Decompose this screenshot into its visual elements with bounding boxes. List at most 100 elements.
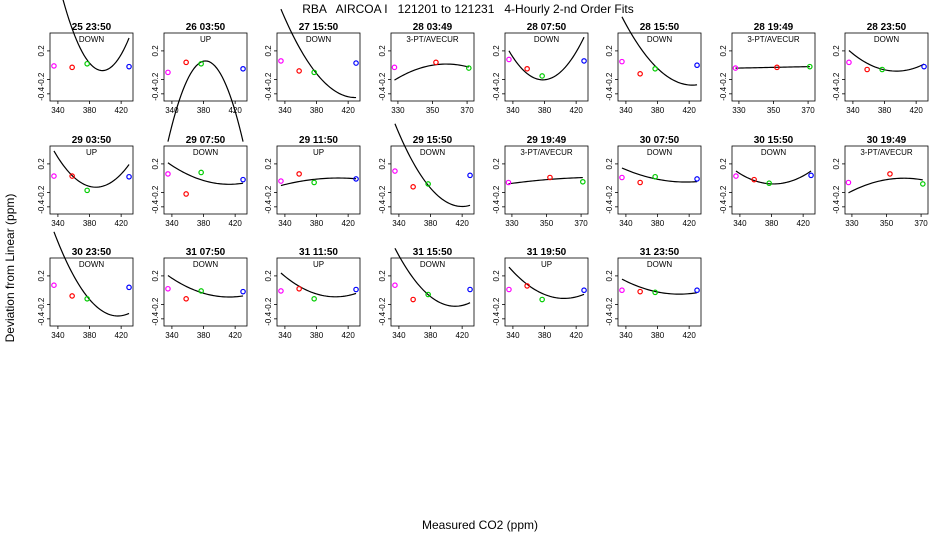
panel-subtitle: DOWN (306, 35, 332, 44)
x-tick-label: 380 (83, 106, 97, 115)
data-point (694, 176, 700, 182)
x-tick-label: 380 (538, 331, 552, 340)
fit-curve (167, 275, 244, 298)
data-point (505, 179, 512, 186)
panel-subtitle: 3-PT/AVECUR (860, 148, 913, 157)
data-point (425, 291, 431, 298)
x-tick-label: 420 (796, 219, 810, 228)
panel-subtitle: DOWN (874, 35, 900, 44)
y-tick-label: 0.2 (151, 158, 160, 170)
data-point (69, 173, 75, 179)
y-tick-label: -0.4 (37, 199, 46, 213)
data-point (183, 59, 189, 66)
panel-title: 29 15:50 (413, 135, 453, 146)
panel-title: 31 23:50 (640, 247, 680, 258)
y-tick-label: 0.2 (378, 158, 387, 170)
y-tick-label: -0.4 (264, 86, 273, 100)
panel-12: 29 15:50 DOWN 0.2 -0.2-0.4 340 380 420 (378, 123, 475, 228)
panel-frame (844, 32, 929, 102)
fit-curve (280, 8, 357, 99)
fit-curve (280, 177, 357, 187)
panel-13: 29 19:49 3-PT/AVECUR 0.2 -0.2-0.4 330 350 370 (492, 135, 589, 228)
x-tick-label: 420 (569, 106, 583, 115)
panel-title: 31 15:50 (413, 247, 453, 258)
y-tick-label: 0.2 (719, 158, 728, 170)
panel-subtitle: UP (200, 35, 211, 44)
data-point (296, 171, 302, 177)
panel-subtitle: DOWN (420, 148, 446, 157)
y-tick-label: -0.4 (605, 311, 614, 325)
x-tick-label: 420 (341, 331, 355, 340)
panel-title: 28 19:49 (754, 22, 794, 33)
panel-title: 29 11:50 (299, 135, 338, 146)
y-tick-label: -0.4 (378, 86, 387, 100)
y-tick-label: -0.4 (37, 311, 46, 325)
x-tick-label: 380 (424, 331, 438, 340)
y-tick-label: 0.2 (832, 158, 841, 170)
panel-subtitle: DOWN (79, 35, 105, 44)
data-point (733, 173, 739, 179)
data-point (694, 287, 700, 294)
panel-subtitle: 3-PT/AVECUR (747, 35, 800, 44)
y-tick-label: -0.2 (719, 185, 728, 199)
data-point (467, 286, 473, 293)
data-point (506, 56, 512, 63)
data-point (694, 62, 700, 69)
data-point (846, 59, 852, 66)
panel-subtitle: DOWN (193, 260, 219, 269)
x-tick-label: 340 (51, 106, 65, 115)
y-tick-label: -0.4 (151, 199, 160, 213)
y-tick-label: 0.2 (378, 270, 387, 282)
panel-title: 28 23:50 (867, 22, 907, 33)
x-tick-label: 380 (765, 219, 779, 228)
y-tick-label: 0.2 (492, 270, 501, 282)
data-point (879, 66, 885, 73)
data-point (126, 284, 132, 291)
data-point (619, 58, 625, 65)
x-tick-label: 350 (426, 106, 440, 115)
data-point (296, 68, 302, 74)
x-tick-label: 380 (310, 106, 324, 115)
data-point (278, 58, 284, 64)
x-tick-label: 380 (651, 331, 665, 340)
fit-curve (735, 170, 812, 185)
y-tick-label: 0.2 (264, 45, 273, 57)
y-tick-label: 0.2 (264, 158, 273, 170)
data-point (766, 180, 772, 187)
x-tick-label: 370 (460, 106, 474, 115)
data-point (652, 289, 658, 296)
panel-title: 29 19:49 (527, 135, 567, 146)
panel-subtitle: UP (313, 148, 324, 157)
y-tick-label: -0.4 (719, 86, 728, 100)
panel-frame (163, 257, 248, 327)
data-point (467, 172, 473, 179)
panel-10: 29 07:50 DOWN 0.2 -0.2-0.4 340 380 420 (151, 135, 248, 228)
x-tick-label: 420 (228, 331, 242, 340)
data-point (887, 171, 893, 177)
fit-curve (394, 247, 471, 307)
y-tick-label: -0.2 (37, 185, 46, 199)
data-point (278, 288, 284, 294)
y-tick-label: -0.2 (264, 72, 273, 86)
data-point (774, 64, 780, 71)
panel-title: 26 03:50 (186, 22, 226, 33)
panel-subtitle: DOWN (420, 260, 446, 269)
data-point (524, 65, 530, 72)
data-point (524, 283, 530, 289)
data-point (637, 71, 643, 77)
y-tick-label: 0.2 (605, 158, 614, 170)
data-point (353, 286, 359, 293)
x-tick-label: 340 (619, 106, 633, 115)
panel-18: 31 07:50 DOWN 0.2 -0.2-0.4 340 380 420 (151, 247, 248, 340)
panel-9: 29 03:50 UP 0.2 -0.2-0.4 340 380 420 (37, 135, 134, 228)
panel-frame (276, 257, 361, 327)
data-point (637, 288, 643, 295)
fit-curve (848, 50, 925, 72)
y-tick-label: 0.2 (151, 45, 160, 57)
panel-title: 29 07:50 (186, 135, 226, 146)
x-tick-label: 380 (310, 219, 324, 228)
data-point (353, 60, 359, 66)
panel-frame (163, 32, 248, 102)
data-point (69, 293, 75, 299)
y-tick-label: -0.2 (492, 72, 501, 86)
